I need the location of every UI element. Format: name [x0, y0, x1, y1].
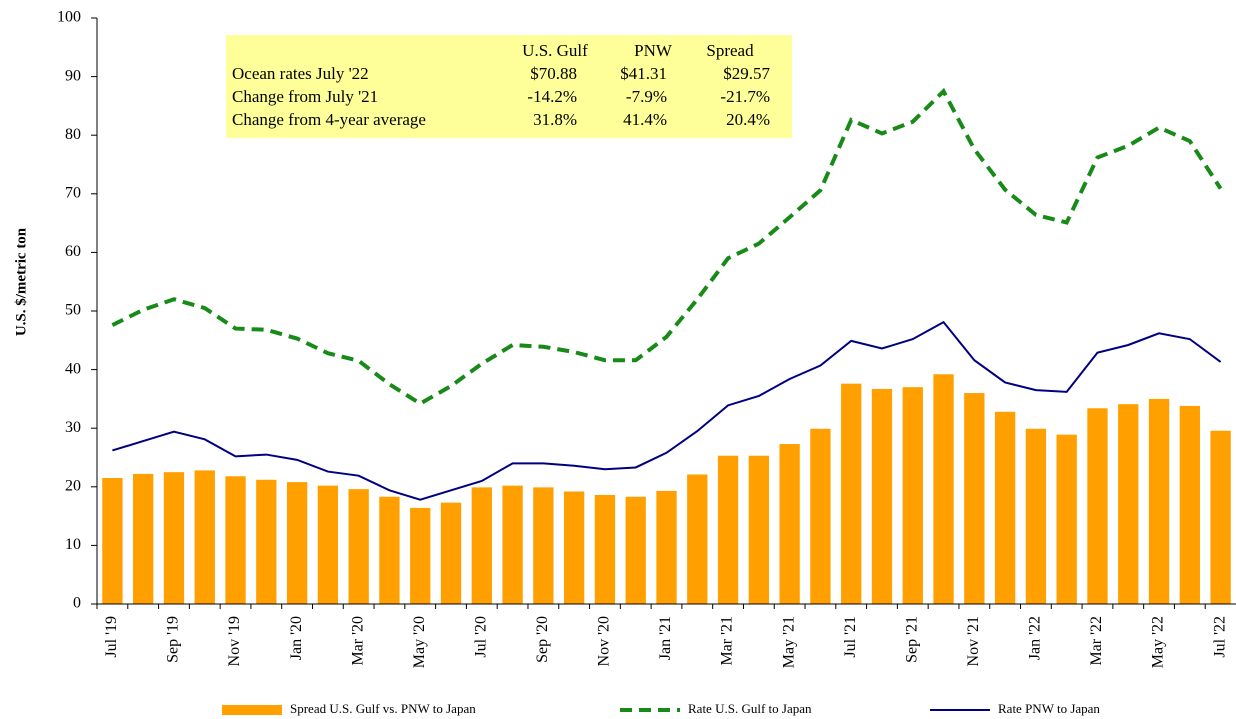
table-cell: -14.2%	[527, 87, 577, 106]
line	[111, 87, 1223, 406]
table-row-label: Ocean rates July '22	[232, 64, 369, 83]
bar	[1148, 398, 1170, 604]
y-tick-label: 10	[65, 536, 81, 553]
x-tick-label: Mar '20	[349, 616, 366, 666]
table-cell: 31.8%	[533, 110, 577, 129]
bar	[1087, 408, 1108, 604]
bar	[1179, 405, 1200, 604]
bar	[1056, 434, 1077, 604]
bar	[256, 479, 277, 604]
table-header: Spread	[706, 41, 754, 60]
bar	[225, 476, 246, 604]
legend-label: Rate PNW to Japan	[998, 701, 1100, 716]
bar	[194, 470, 215, 604]
x-tick-label: Nov '20	[596, 616, 613, 666]
bar	[871, 388, 893, 604]
bar	[902, 387, 923, 604]
bar	[841, 383, 862, 604]
x-tick-label: Jan '20	[288, 616, 305, 660]
bar	[717, 455, 739, 604]
table-cell: 20.4%	[726, 110, 770, 129]
legend-label: Rate U.S. Gulf to Japan	[688, 701, 812, 716]
table-row-label: Change from 4-year average	[232, 110, 426, 129]
x-tick-label: Jul '20	[472, 616, 489, 658]
x-tick-label: Jul '19	[103, 616, 120, 658]
info-table: U.S. Gulf PNW Spread Ocean rates July '22 $7…	[232, 41, 771, 129]
x-tick-label: Nov '19	[226, 616, 243, 666]
x-tick-label: May '21	[780, 616, 797, 668]
x-tick-label: Jul '21	[842, 616, 859, 658]
y-tick-label: 60	[65, 243, 81, 260]
bar	[994, 411, 1016, 604]
y-tick-label: 70	[65, 184, 81, 201]
bar	[502, 485, 523, 604]
bar	[1025, 428, 1047, 604]
y-tick-label: 20	[65, 477, 81, 494]
bar	[133, 473, 154, 604]
x-tick-label: Mar '22	[1088, 616, 1105, 666]
legend-swatch	[222, 705, 282, 715]
bar	[348, 489, 369, 604]
bar	[964, 393, 985, 604]
y-axis-label: U.S. $/metric ton	[13, 227, 29, 336]
table-cell: $41.31	[620, 64, 667, 83]
bar	[1118, 404, 1139, 604]
table-row-label: Change from July '21	[232, 87, 378, 106]
legend-label: Spread U.S. Gulf vs. PNW to Japan	[290, 701, 476, 716]
x-tick-label: Sep '20	[534, 616, 551, 663]
table-cell: $70.88	[530, 64, 577, 83]
bar	[533, 487, 554, 604]
bar	[102, 478, 123, 604]
y-tick-label: 100	[57, 9, 81, 26]
bar	[810, 428, 831, 604]
bar	[379, 496, 400, 604]
bar	[317, 485, 339, 604]
x-tick-label: Jan '21	[657, 616, 674, 660]
y-tick-label: 90	[65, 67, 81, 84]
bar	[563, 491, 585, 604]
x-tick-label: May '20	[411, 616, 428, 668]
bar	[1210, 430, 1231, 604]
y-tick-label: 50	[65, 302, 81, 319]
table-cell: $29.57	[723, 64, 770, 83]
table-header: U.S. Gulf	[522, 41, 588, 60]
x-tick-label: Mar '21	[719, 616, 736, 666]
bar	[471, 487, 492, 604]
table-cell: 41.4%	[623, 110, 667, 129]
y-tick-label: 0	[73, 595, 81, 612]
x-tick-label: Jan '22	[1027, 616, 1044, 660]
bar	[594, 495, 616, 604]
bar	[410, 507, 431, 604]
y-tick-label: 30	[65, 419, 81, 436]
bar	[656, 490, 677, 604]
table-box	[226, 35, 792, 138]
x-tick-label: May '22	[1150, 616, 1167, 668]
y-tick-label: 80	[65, 126, 81, 143]
x-tick-label: Nov '21	[965, 616, 982, 666]
bar	[687, 474, 708, 604]
x-tick-label: Sep '19	[165, 616, 182, 663]
bar	[779, 444, 800, 604]
bar	[625, 496, 646, 604]
x-tick-label: Jul '22	[1211, 616, 1228, 658]
table-header: PNW	[634, 41, 673, 60]
bar	[933, 374, 954, 604]
table-cell: -21.7%	[720, 87, 770, 106]
bar	[163, 472, 185, 604]
table-cell: -7.9%	[626, 87, 667, 106]
bar	[440, 502, 462, 604]
bar	[286, 482, 308, 604]
x-tick-label: Sep '21	[903, 616, 920, 663]
bar	[748, 455, 770, 604]
y-tick-label: 40	[65, 360, 81, 377]
line	[112, 320, 1222, 501]
legend: Spread U.S. Gulf vs. PNW to Japan Rate U.…	[222, 701, 1100, 716]
